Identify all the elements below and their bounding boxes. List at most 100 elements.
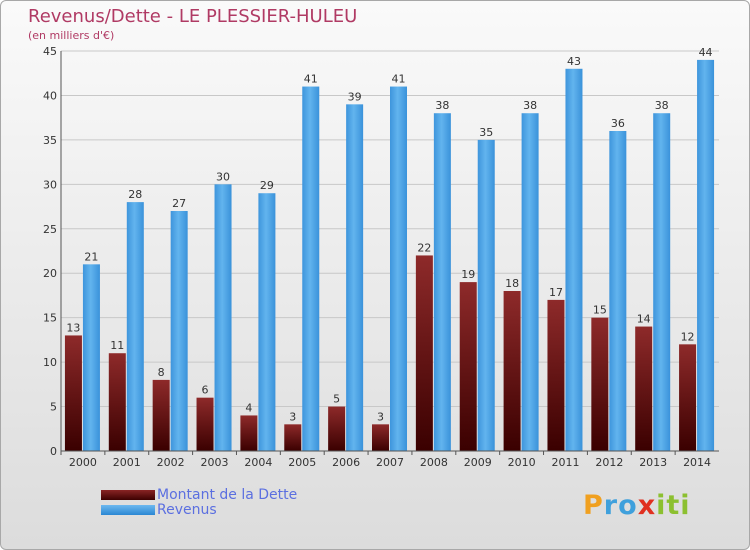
x-tick-label: 2002 [157, 456, 185, 469]
x-tick-label: 2011 [551, 456, 579, 469]
bar-revenus [82, 264, 100, 451]
legend-item-dette: Montant de la Dette [101, 487, 297, 503]
bar-revenus [433, 113, 451, 451]
bar-dette [415, 255, 433, 451]
bar-dette [284, 424, 302, 451]
y-tick-label: 5 [50, 401, 57, 414]
data-label-revenus: 36 [611, 117, 625, 130]
bar-dette [196, 397, 214, 451]
data-label-dette: 17 [549, 286, 563, 299]
legend-label-revenus: Revenus [157, 502, 217, 518]
bar-dette [108, 353, 126, 451]
bar-revenus [653, 113, 671, 451]
logo-letter: x [637, 490, 657, 521]
x-tick-label: 2005 [288, 456, 316, 469]
data-label-dette: 12 [681, 330, 695, 343]
legend-label-dette: Montant de la Dette [157, 487, 298, 503]
legend-swatch-dette [101, 490, 155, 500]
bar-revenus [521, 113, 539, 451]
x-tick-label: 2003 [201, 456, 229, 469]
logo-letter: P [583, 490, 604, 521]
bar-dette [240, 415, 258, 451]
data-label-revenus: 41 [304, 73, 318, 86]
bar-revenus [214, 184, 232, 452]
bar-revenus [302, 86, 320, 452]
bar-revenus [609, 131, 627, 451]
x-tick-label: 2013 [639, 456, 667, 469]
data-label-dette: 14 [637, 313, 651, 326]
logo-letter: i [656, 490, 667, 521]
y-tick-label: 15 [43, 312, 57, 325]
bar-dette [372, 424, 389, 451]
data-label-revenus: 44 [699, 46, 713, 59]
bar-dette [328, 406, 346, 451]
x-tick-label: 2010 [508, 456, 536, 469]
data-label-dette: 18 [505, 277, 519, 290]
chart-subtitle: (en milliers d'€) [28, 29, 115, 42]
data-label-dette: 6 [202, 384, 209, 397]
x-tick-label: 2014 [683, 456, 711, 469]
data-label-revenus: 38 [435, 99, 449, 112]
bar-dette [459, 282, 477, 451]
data-label-dette: 15 [593, 304, 607, 317]
bar-dette [635, 326, 653, 451]
legend-item-revenus: Revenus [101, 502, 217, 518]
legend-swatch-revenus [101, 505, 155, 515]
data-label-dette: 3 [289, 410, 296, 423]
bar-revenus [477, 139, 495, 451]
data-label-revenus: 41 [392, 73, 406, 86]
bar-dette [591, 317, 609, 451]
data-label-revenus: 39 [348, 90, 362, 103]
x-tick-label: 2009 [464, 456, 492, 469]
data-label-revenus: 21 [84, 250, 98, 263]
chart-title: Revenus/Dette - LE PLESSIER-HULEU [28, 6, 358, 27]
bar-revenus [565, 68, 583, 452]
bar-dette [503, 291, 521, 451]
data-label-revenus: 43 [567, 55, 581, 68]
bar-dette [64, 335, 82, 451]
proxiti-logo: Proxiti [583, 490, 691, 521]
data-label-dette: 22 [417, 241, 431, 254]
y-tick-label: 0 [50, 445, 57, 458]
data-label-revenus: 35 [479, 126, 493, 139]
bar-dette [547, 299, 565, 451]
data-label-dette: 13 [66, 321, 80, 334]
logo-letter: r [603, 490, 619, 521]
bar-dette [679, 344, 697, 451]
bar-revenus [258, 193, 276, 451]
logo-letter: o [618, 490, 638, 521]
y-tick-label: 45 [43, 45, 57, 58]
bar-revenus [126, 202, 144, 451]
data-label-dette: 3 [377, 410, 384, 423]
data-label-revenus: 38 [523, 99, 537, 112]
data-label-dette: 5 [333, 393, 340, 406]
bar-revenus [697, 59, 715, 452]
bar-dette [152, 379, 170, 451]
y-tick-label: 10 [43, 356, 57, 369]
x-tick-label: 2000 [69, 456, 97, 469]
x-tick-label: 2008 [420, 456, 448, 469]
logo-letter: t [666, 490, 681, 521]
data-label-dette: 19 [461, 268, 475, 281]
bar-revenus [170, 211, 188, 451]
data-label-revenus: 38 [655, 99, 669, 112]
data-label-dette: 11 [110, 339, 124, 352]
y-tick-label: 25 [43, 223, 57, 236]
x-tick-label: 2004 [244, 456, 272, 469]
y-tick-label: 20 [43, 267, 57, 280]
data-label-dette: 4 [245, 401, 252, 414]
y-tick-label: 40 [43, 89, 57, 102]
data-label-revenus: 28 [128, 188, 142, 201]
x-tick-label: 2012 [595, 456, 623, 469]
data-label-dette: 8 [158, 366, 165, 379]
bar-revenus [390, 86, 407, 452]
y-tick-label: 35 [43, 134, 57, 147]
x-tick-label: 2006 [332, 456, 360, 469]
data-label-revenus: 27 [172, 197, 186, 210]
x-tick-label: 2007 [376, 456, 404, 469]
data-label-revenus: 30 [216, 170, 230, 183]
bar-revenus [346, 104, 364, 451]
logo-letter: i [680, 490, 691, 521]
